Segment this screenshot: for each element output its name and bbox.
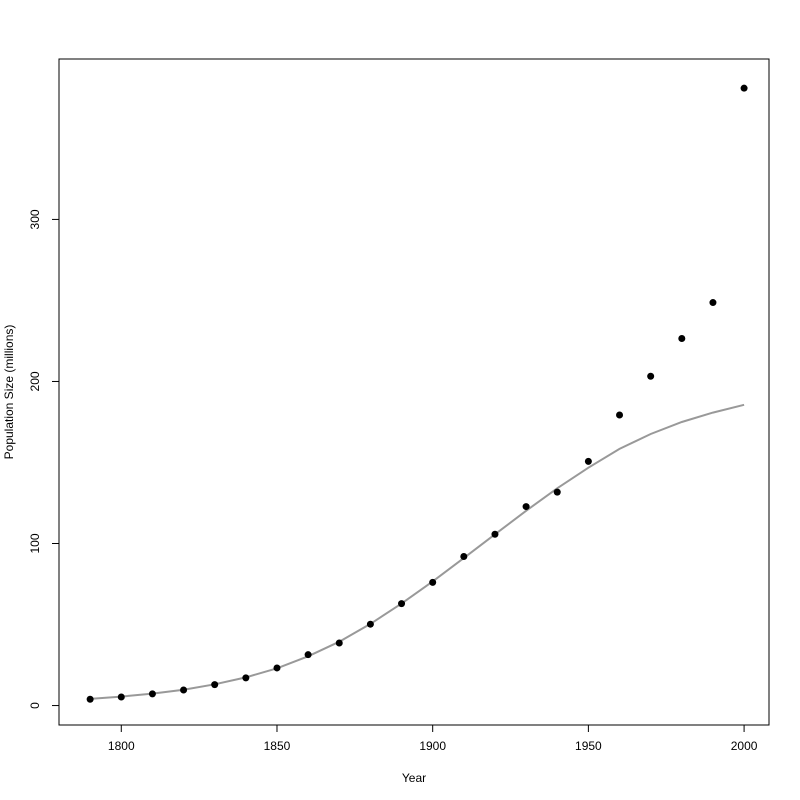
data-point bbox=[117, 693, 125, 701]
x-tick-label: 2000 bbox=[731, 739, 758, 753]
y-tick-label: 200 bbox=[28, 371, 42, 391]
data-point bbox=[273, 664, 281, 672]
data-points-layer bbox=[86, 84, 748, 703]
data-point bbox=[148, 690, 156, 698]
data-point bbox=[335, 639, 343, 647]
data-point bbox=[616, 411, 624, 419]
data-point bbox=[429, 578, 437, 586]
data-point bbox=[398, 600, 406, 608]
x-tick-label: 1800 bbox=[108, 739, 135, 753]
data-point bbox=[584, 457, 592, 465]
data-point bbox=[304, 651, 312, 659]
x-tick-label: 1950 bbox=[575, 739, 602, 753]
data-point bbox=[460, 552, 468, 560]
x-axis-title: Year bbox=[402, 771, 426, 785]
data-point bbox=[491, 530, 499, 538]
y-tick-label: 100 bbox=[28, 533, 42, 553]
x-axis: 1800 1850 1900 1950 2000 bbox=[108, 724, 758, 753]
x-tick-label: 1900 bbox=[419, 739, 446, 753]
y-axis-title: Population Size (millions) bbox=[2, 325, 16, 460]
data-point bbox=[647, 372, 655, 380]
data-point bbox=[86, 695, 94, 703]
y-tick-label: 300 bbox=[28, 209, 42, 229]
data-point bbox=[242, 674, 250, 682]
data-point bbox=[740, 84, 748, 92]
data-point bbox=[211, 681, 219, 689]
x-tick-label: 1850 bbox=[264, 739, 291, 753]
data-point bbox=[366, 620, 374, 628]
fit-line-layer bbox=[90, 403, 745, 700]
data-point bbox=[709, 299, 717, 307]
data-point bbox=[553, 488, 561, 496]
y-axis: 0 100 200 300 bbox=[28, 209, 60, 709]
data-point bbox=[678, 335, 686, 343]
plot-box bbox=[58, 58, 770, 726]
data-point bbox=[522, 503, 530, 511]
data-point bbox=[180, 686, 188, 694]
y-tick-label: 0 bbox=[28, 702, 42, 709]
fitted-curve bbox=[90, 403, 745, 700]
